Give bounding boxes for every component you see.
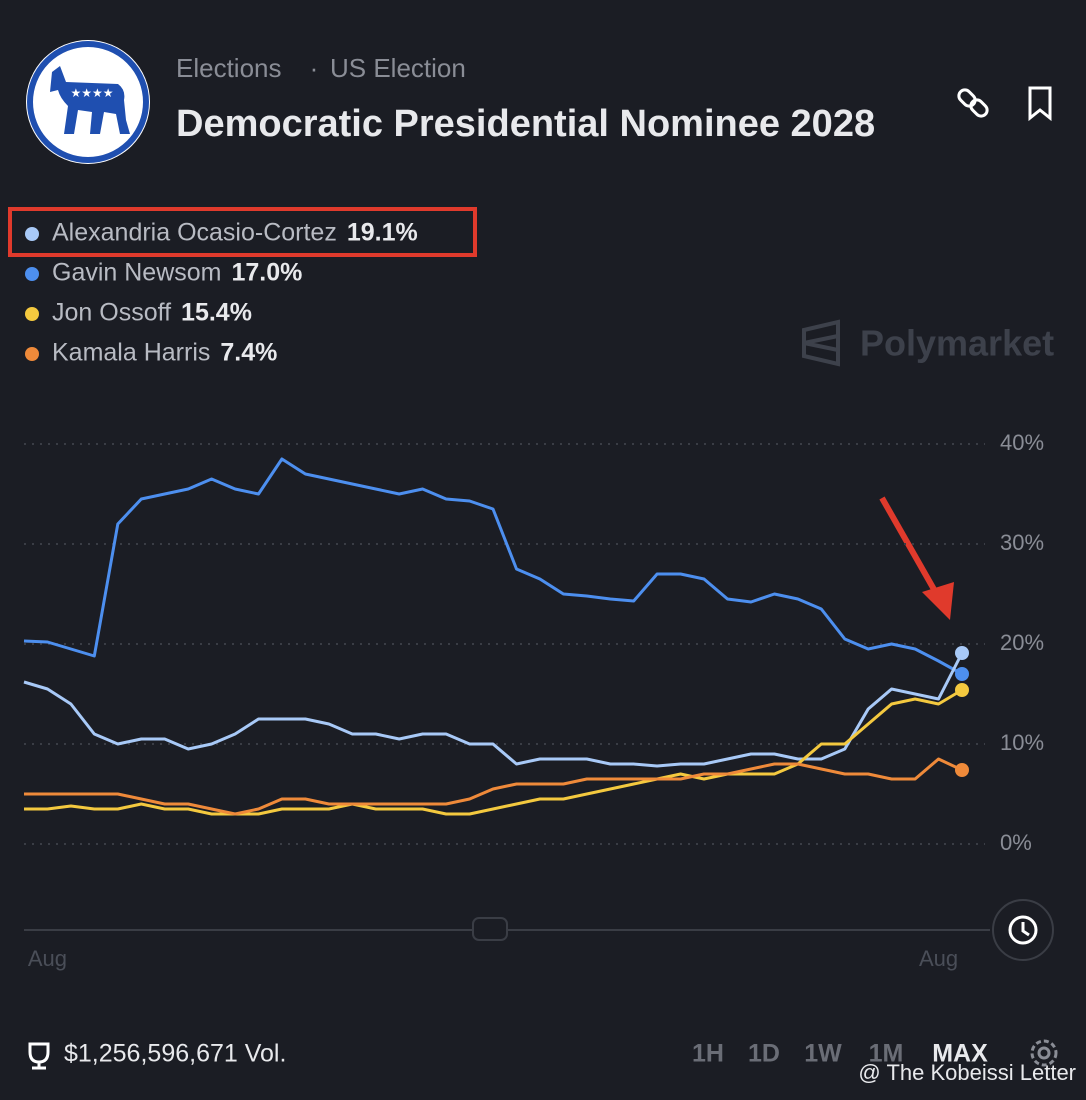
- legend-label[interactable]: Alexandria Ocasio-Cortez: [52, 219, 337, 247]
- logo: ★★★★: [26, 40, 150, 164]
- legend-label[interactable]: Kamala Harris: [52, 339, 210, 367]
- bookmark-icon[interactable]: [1028, 86, 1052, 122]
- chart-title: Democratic Presidential Nominee 2028: [176, 103, 875, 145]
- settings-icon[interactable]: [1030, 1039, 1058, 1067]
- highlight-box: [8, 207, 477, 257]
- end-point: [955, 646, 969, 660]
- y-tick-label: 0%: [1000, 830, 1032, 855]
- end-point: [955, 667, 969, 681]
- series-line: [24, 757, 963, 816]
- range-button[interactable]: MAX: [932, 1040, 988, 1068]
- y-tick-label: 40%: [1000, 430, 1044, 455]
- y-tick-label: 20%: [1000, 630, 1044, 655]
- brand-logo: [802, 319, 840, 367]
- range-handle[interactable]: [472, 917, 508, 941]
- link-icon[interactable]: [956, 87, 989, 118]
- legend-swatch: [25, 227, 39, 241]
- arrow: [879, 496, 943, 602]
- svg-text:★★★★: ★★★★: [70, 86, 113, 100]
- range-button[interactable]: 1W: [804, 1040, 842, 1068]
- legend-value: 17.0%: [232, 259, 303, 287]
- legend-swatch: [25, 267, 39, 281]
- trophy-icon: [28, 1042, 50, 1070]
- legend-label[interactable]: Jon Ossoff: [52, 299, 171, 327]
- legend-value: 15.4%: [181, 299, 252, 327]
- range-button[interactable]: 1H: [692, 1040, 724, 1068]
- legend-label[interactable]: Gavin Newsom: [52, 259, 222, 287]
- x-tick-label: Aug: [28, 946, 67, 971]
- end-point: [955, 763, 969, 777]
- series-line: [24, 688, 963, 816]
- watermark: @ The Kobeissi Letter: [858, 1060, 1076, 1085]
- y-tick-label: 30%: [1000, 530, 1044, 555]
- breadcrumb[interactable]: Elections: [176, 53, 282, 83]
- legend-value: 7.4%: [220, 339, 277, 367]
- range-button[interactable]: 1D: [748, 1040, 780, 1068]
- legend-swatch: [25, 347, 39, 361]
- volume: $1,256,596,671 Vol.: [64, 1040, 286, 1068]
- arrow-head: [922, 582, 954, 620]
- y-tick-label: 10%: [1000, 730, 1044, 755]
- separator: ·: [310, 53, 319, 83]
- legend-swatch: [25, 307, 39, 321]
- range-button[interactable]: 1M: [869, 1040, 904, 1068]
- legend-value: 19.1%: [347, 219, 418, 247]
- x-tick-label: Aug: [919, 946, 958, 971]
- breadcrumb[interactable]: US Election: [330, 53, 466, 83]
- brand: Polymarket: [860, 323, 1054, 364]
- clock-button[interactable]: [992, 899, 1054, 961]
- series-line: [23, 457, 963, 676]
- end-point: [955, 683, 969, 697]
